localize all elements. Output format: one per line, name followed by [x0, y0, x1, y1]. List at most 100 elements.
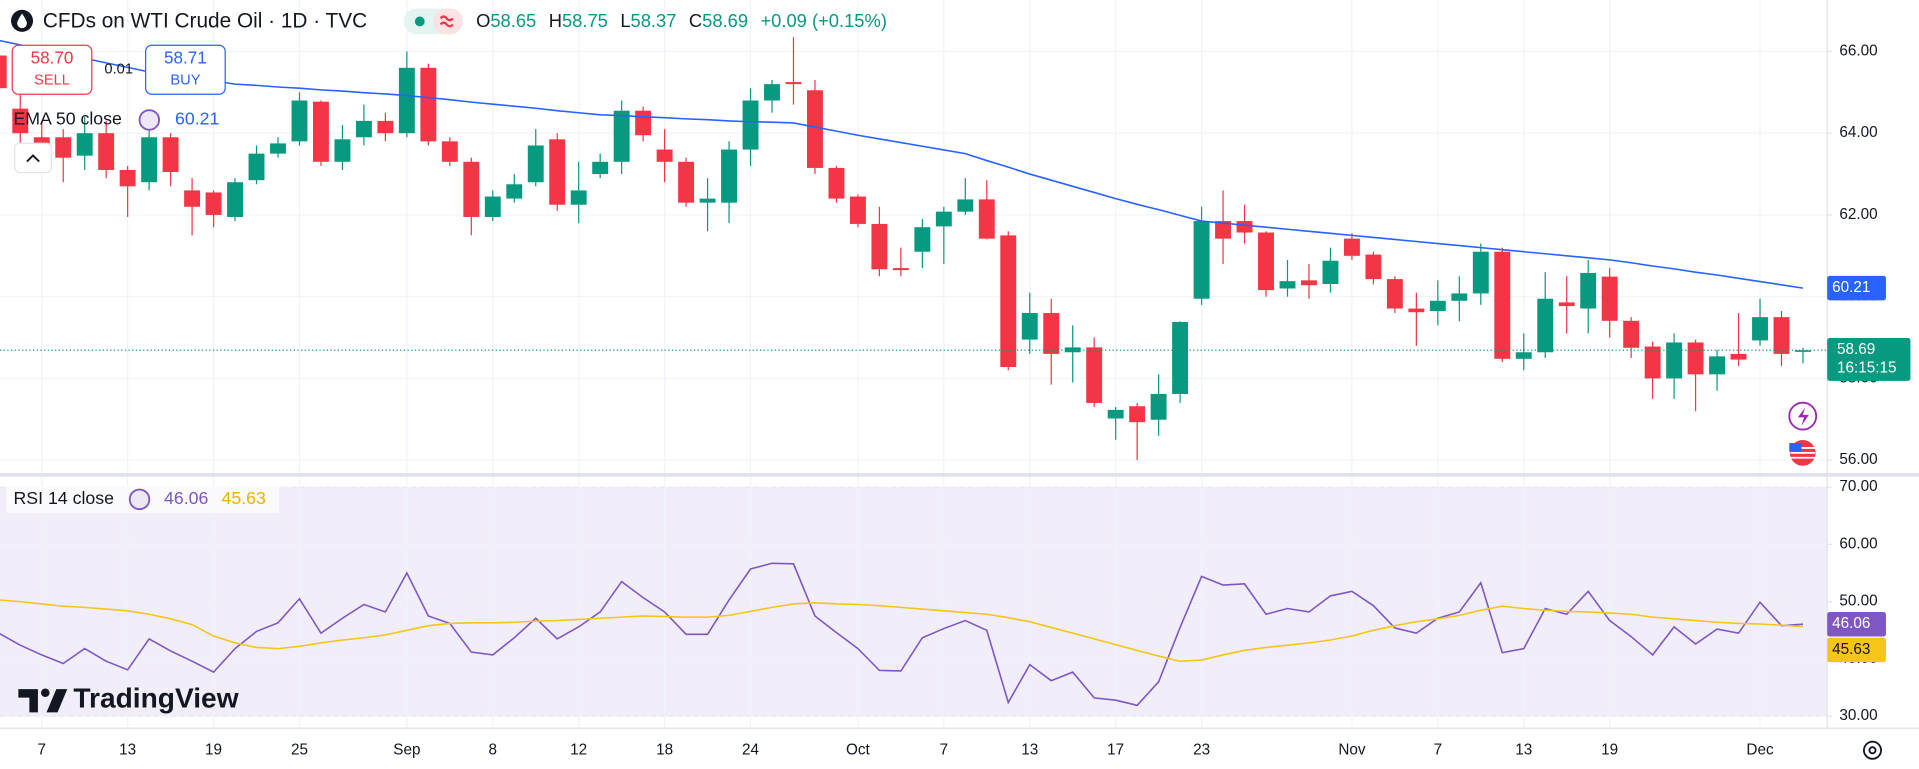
- candle-body: [355, 120, 372, 138]
- x-tick-label: 13: [119, 741, 136, 758]
- y-tick-label: 50.00: [1839, 593, 1877, 610]
- candle-body: [1150, 393, 1167, 420]
- ohlc-label: O: [476, 10, 490, 31]
- candle-body: [1172, 322, 1189, 394]
- candle-body: [1322, 260, 1339, 285]
- candle-body: [227, 182, 243, 217]
- y-tick-label: 60.00: [1839, 535, 1877, 552]
- x-tick-label: Sep: [393, 741, 420, 758]
- candle-body: [98, 133, 115, 170]
- logo-text: TradingView: [73, 683, 238, 714]
- indicator-icon[interactable]: [128, 488, 151, 511]
- y-tick-label: 64.00: [1839, 124, 1877, 141]
- candle-body: [721, 149, 738, 203]
- candle-body: [1623, 320, 1640, 348]
- candle-body: [484, 196, 501, 217]
- chart-title: CFDs on WTI Crude Oil · 1D · TVC: [43, 10, 367, 33]
- candle-body: [12, 108, 29, 134]
- sell-label: SELL: [34, 73, 70, 89]
- candle-body: [1752, 317, 1768, 341]
- candle-body: [1709, 356, 1726, 375]
- candle-body: [420, 67, 437, 142]
- buy-label: BUY: [170, 73, 200, 89]
- indicator-icon[interactable]: [138, 109, 161, 131]
- ohlc-value: 58.37: [631, 10, 677, 31]
- sell-button[interactable]: [11, 44, 93, 95]
- candle-body: [291, 100, 308, 142]
- candle-body: [441, 141, 458, 162]
- candle-body: [1365, 254, 1382, 280]
- candle-body: [1644, 346, 1661, 379]
- candle-body: [1043, 313, 1060, 354]
- candle-body: [1580, 272, 1597, 309]
- x-tick-label: 7: [37, 741, 45, 758]
- logo-mark: [18, 689, 68, 713]
- series-line: [0, 562, 1804, 707]
- buy-price: 58.71: [164, 47, 207, 67]
- y-tick-label: 66.00: [1839, 42, 1877, 59]
- candle-body: [1773, 317, 1790, 354]
- x-tick-label: 13: [1021, 741, 1038, 758]
- x-tick-label: 19: [1601, 741, 1618, 758]
- y-tick-label: 62.00: [1839, 206, 1877, 223]
- x-tick-label: 8: [489, 741, 497, 758]
- candle-body: [334, 139, 351, 162]
- ema-legend-name: EMA 50 close: [13, 109, 122, 129]
- candle-body: [1279, 281, 1296, 289]
- settings-icon[interactable]: [1863, 740, 1882, 760]
- rsi-badge-value: 46.06: [1832, 615, 1870, 632]
- price-badge: [1827, 337, 1911, 381]
- wave-icon: [439, 15, 454, 28]
- candle-body: [592, 161, 609, 175]
- y-tick-label: 56.00: [1839, 451, 1877, 468]
- series-line: [0, 39, 1804, 289]
- candle-body: [1343, 238, 1360, 256]
- toggle[interactable]: [433, 8, 463, 35]
- status-dot: [414, 16, 425, 27]
- x-tick-label: Oct: [846, 741, 871, 758]
- candle-body: [1236, 221, 1253, 233]
- candle-body: [1129, 406, 1146, 423]
- drop-icon: [17, 13, 27, 29]
- candle-body: [313, 101, 329, 162]
- candle-body: [1558, 302, 1575, 307]
- candle-body: [1258, 232, 1274, 291]
- candle-body: [141, 137, 158, 183]
- candle-body: [1795, 350, 1811, 352]
- candle-body: [1215, 221, 1232, 239]
- x-tick-label: Dec: [1746, 741, 1774, 758]
- badges: 60.21 58.69 16:15:15 46.06 45.63: [1827, 275, 1911, 663]
- x-tick-label: 7: [1434, 741, 1442, 758]
- collapse-button[interactable]: [14, 142, 53, 174]
- sell-price: 58.70: [31, 47, 74, 67]
- candle-body: [184, 190, 201, 207]
- candle-body: [785, 82, 802, 85]
- ohlc-label: L: [620, 10, 630, 31]
- lightning: [1797, 407, 1809, 426]
- candle-body: [1494, 251, 1511, 359]
- buy-button[interactable]: [145, 44, 226, 95]
- grid: [0, 0, 1828, 729]
- candle-body: [978, 199, 995, 239]
- candle-body: [1730, 353, 1747, 360]
- candle-body: [807, 90, 823, 168]
- candle-body: [270, 143, 286, 154]
- candle-body: [1408, 308, 1425, 313]
- ohlc: O58.65 H58.75 L58.37 C58.69 +0.09 (+0.15…: [476, 10, 887, 31]
- rsi-legend-value: 46.06: [164, 488, 209, 508]
- candle-body: [1000, 235, 1017, 367]
- candle-body: [699, 198, 716, 203]
- candle-body: [0, 55, 7, 89]
- x-tick-label: 19: [205, 741, 222, 758]
- rsi-badge: [1827, 637, 1886, 663]
- candle-body: [1107, 409, 1124, 419]
- ohlc-value: 58.75: [562, 10, 608, 31]
- candle-body: [914, 227, 931, 252]
- candle-body: [506, 184, 523, 199]
- candle-body: [742, 100, 759, 150]
- candle-body: [1472, 251, 1489, 294]
- spread: 0.01: [104, 62, 133, 78]
- candle-body: [76, 133, 93, 156]
